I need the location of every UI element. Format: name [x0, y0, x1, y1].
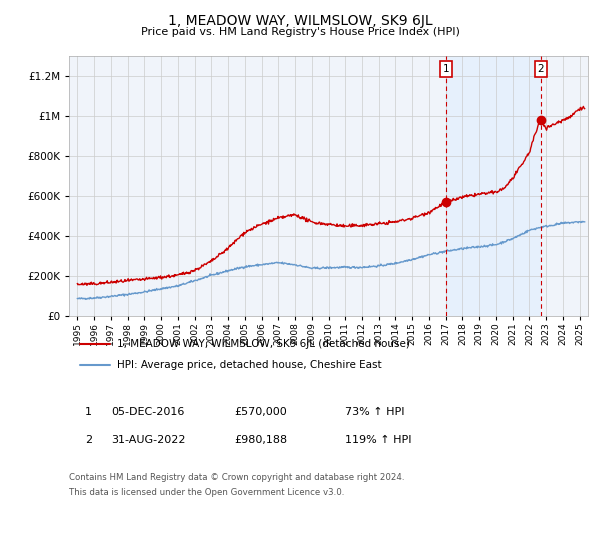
Text: £570,000: £570,000 [234, 407, 287, 417]
Text: 2: 2 [85, 435, 92, 445]
Text: 2: 2 [538, 64, 544, 74]
Text: Price paid vs. HM Land Registry's House Price Index (HPI): Price paid vs. HM Land Registry's House … [140, 27, 460, 37]
Text: 1, MEADOW WAY, WILMSLOW, SK9 6JL (detached house): 1, MEADOW WAY, WILMSLOW, SK9 6JL (detach… [116, 339, 409, 349]
Text: 119% ↑ HPI: 119% ↑ HPI [345, 435, 412, 445]
Text: 1, MEADOW WAY, WILMSLOW, SK9 6JL: 1, MEADOW WAY, WILMSLOW, SK9 6JL [167, 14, 433, 28]
Text: 1: 1 [85, 407, 92, 417]
Text: This data is licensed under the Open Government Licence v3.0.: This data is licensed under the Open Gov… [69, 488, 344, 497]
Text: HPI: Average price, detached house, Cheshire East: HPI: Average price, detached house, Ches… [116, 360, 381, 370]
Text: £980,188: £980,188 [234, 435, 287, 445]
Text: 1: 1 [442, 64, 449, 74]
Bar [446, 56, 541, 316]
Text: Contains HM Land Registry data © Crown copyright and database right 2024.: Contains HM Land Registry data © Crown c… [69, 473, 404, 482]
Text: 05-DEC-2016: 05-DEC-2016 [111, 407, 184, 417]
Text: 31-AUG-2022: 31-AUG-2022 [111, 435, 185, 445]
Text: 73% ↑ HPI: 73% ↑ HPI [345, 407, 404, 417]
